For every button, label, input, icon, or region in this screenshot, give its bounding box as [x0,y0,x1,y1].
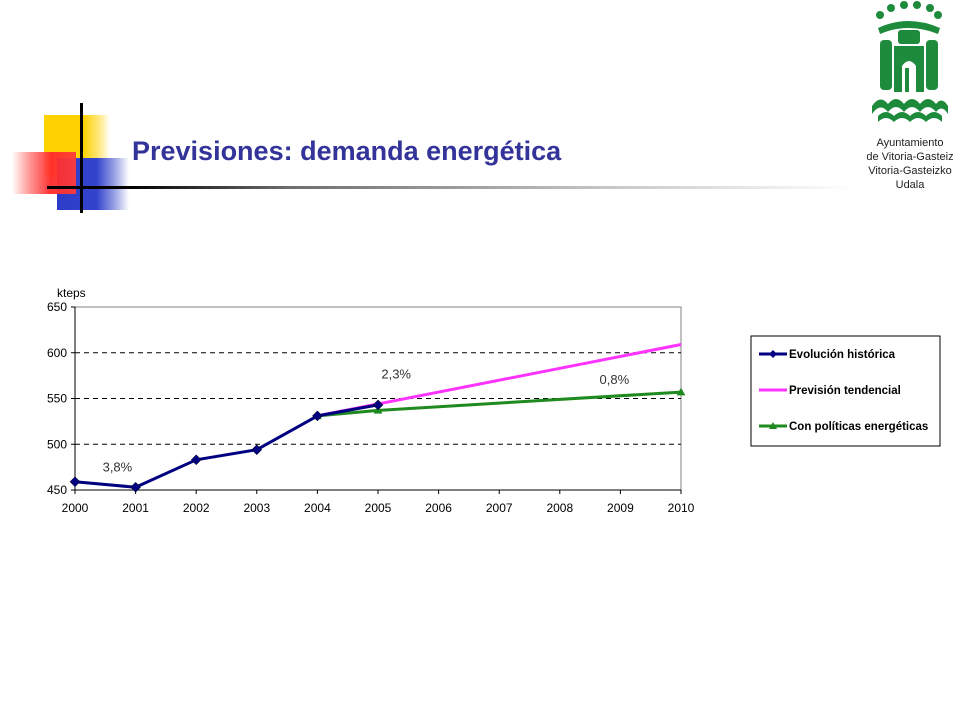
data-point-diamond [372,399,384,411]
data-point-diamond [130,481,141,493]
y-tick-label: 600 [47,346,67,360]
data-point-triangle [676,387,686,396]
y-tick-label: 550 [47,392,67,406]
legend-label: Con políticas energéticas [789,421,928,433]
y-tick-label: 450 [47,483,67,497]
logo-line-2: de Vitoria-Gasteiz [866,151,953,163]
x-tick-label: 2004 [304,501,331,515]
growth-annotation: 3,8% [103,460,133,475]
x-tick-label: 2000 [62,501,89,515]
y-tick-label: 650 [47,300,67,314]
legend-label: Evolución histórica [789,349,896,361]
x-tick-label: 2006 [425,501,452,515]
growth-annotation: 2,3% [381,366,411,381]
x-tick-label: 2009 [607,501,634,515]
data-point-diamond [69,476,81,488]
y-axis-label: kteps [57,286,86,300]
legend-label: Previsión tendencial [789,385,901,397]
data-point-diamond [190,454,202,466]
growth-annotation: 0,8% [600,372,630,387]
castle-emblem-icon [872,1,948,122]
data-point-diamond [251,444,263,456]
x-tick-label: 2003 [243,501,270,515]
legend-marker-diamond [769,350,777,358]
logo-line-3: Vitoria-Gasteizko [868,165,952,177]
logo-line-4: Udala [896,179,926,191]
series-line [74,403,379,489]
x-tick-label: 2005 [365,501,392,515]
page-title: Previsiones: demanda energética [132,136,562,166]
logo-line-1: Ayuntamiento [876,137,943,149]
data-point-diamond [312,410,323,422]
legend-marker-triangle [769,422,777,429]
decor-vertical-line [80,103,83,213]
city-logo: Ayuntamiento de Vitoria-Gasteiz Vitoria-… [866,1,954,191]
y-tick-label: 500 [47,437,67,451]
x-tick-label: 2001 [122,501,149,515]
x-tick-label: 2010 [668,501,695,515]
x-tick-label: 2007 [486,501,513,515]
x-tick-label: 2002 [183,501,210,515]
x-tick-label: 2008 [546,501,573,515]
title-underline [47,186,857,189]
